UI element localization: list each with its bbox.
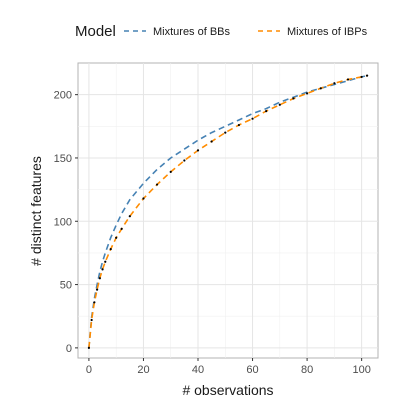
observed-point: [104, 260, 107, 263]
observed-point: [87, 346, 91, 349]
y-tick-label: 100: [54, 216, 72, 228]
observed-point: [196, 149, 200, 152]
observed-point: [237, 123, 241, 127]
observed-point: [115, 236, 118, 239]
x-tick-label: 0: [86, 364, 92, 376]
plot-panel: [77, 62, 379, 359]
observed-point: [278, 103, 281, 106]
observed-point: [109, 248, 112, 251]
y-axis: 0 50 100 150 200: [54, 90, 78, 355]
observed-point: [155, 183, 159, 186]
observed-point: [360, 75, 363, 79]
x-tick-label: 80: [301, 364, 313, 376]
observed-point: [346, 78, 350, 81]
observed-point: [292, 97, 295, 100]
observed-point: [319, 87, 322, 90]
observed-point: [224, 131, 227, 134]
y-tick-label: 50: [60, 280, 72, 292]
x-tick-label: 20: [137, 364, 149, 376]
observed-point: [95, 288, 99, 291]
observed-point: [169, 170, 172, 173]
y-tick-label: 200: [54, 90, 72, 102]
observed-point: [265, 110, 268, 113]
x-tick-label: 100: [352, 364, 370, 376]
observed-point: [90, 318, 93, 322]
legend-label-bbs: Mixtures of BBs: [153, 26, 231, 38]
observed-point: [98, 277, 101, 280]
x-axis-title: # observations: [182, 382, 273, 398]
observed-point: [333, 82, 336, 85]
observed-point: [120, 227, 123, 230]
y-tick-label: 0: [66, 343, 72, 355]
x-tick-label: 40: [192, 364, 204, 376]
observed-point: [93, 301, 96, 304]
series-layer: [88, 74, 368, 348]
observed-point: [251, 117, 254, 120]
observed-point: [101, 268, 104, 271]
x-axis: 0 20 40 60 80 100: [86, 358, 371, 376]
legend-label-ibps: Mixtures of IBPs: [287, 26, 368, 38]
observed-point: [142, 197, 145, 200]
series-line-0: [88, 74, 368, 348]
legend-title: Model: [75, 23, 116, 40]
grid: [78, 63, 378, 358]
x-tick-label: 60: [246, 364, 258, 376]
observed-points: [87, 74, 369, 349]
observed-point: [365, 74, 369, 77]
legend: Model Mixtures of BBs Mixtures of IBPs: [75, 23, 368, 40]
y-tick-label: 150: [54, 153, 72, 165]
observed-point: [128, 215, 131, 218]
observed-point: [210, 140, 213, 143]
series-line-1: [88, 74, 368, 348]
observed-point: [305, 92, 309, 95]
y-axis-title: # distinct features: [28, 156, 44, 266]
observed-point: [183, 159, 186, 162]
